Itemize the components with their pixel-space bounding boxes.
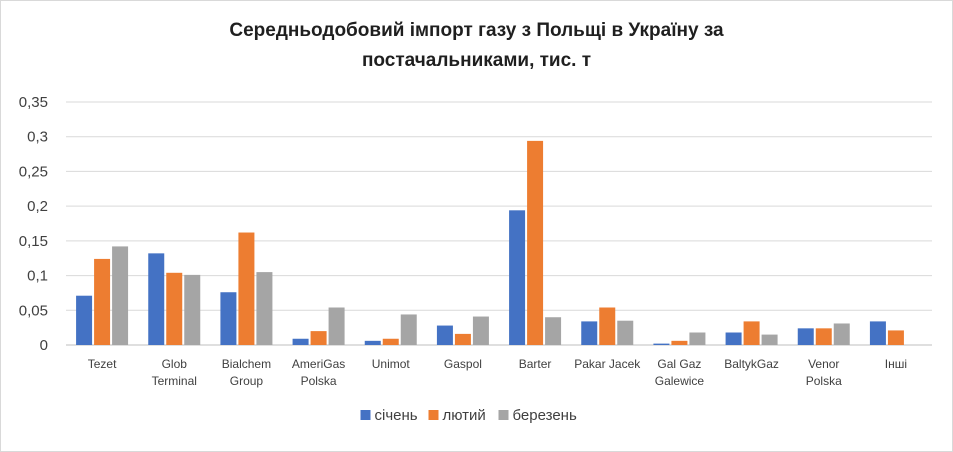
bar [220, 292, 237, 345]
y-tick-label: 0,25 [19, 163, 48, 180]
y-tick-label: 0,35 [19, 94, 48, 111]
bar [292, 338, 309, 345]
x-tick-label: BaltykGaz [724, 357, 779, 371]
legend-swatch [498, 410, 509, 420]
bar [400, 314, 417, 345]
y-tick-label: 0,15 [19, 233, 48, 250]
bar [238, 232, 255, 345]
x-tick-label: Polska [806, 374, 842, 388]
bar [581, 321, 598, 345]
bar [527, 140, 544, 345]
bar [833, 323, 850, 345]
x-tick-label: Unimot [372, 357, 411, 371]
bar [454, 333, 471, 345]
bar [761, 334, 778, 345]
bar [364, 340, 381, 345]
x-tick-label: Інші [885, 357, 907, 371]
x-tick-label: Gal Gaz [657, 357, 701, 371]
bar [509, 210, 526, 345]
bar [310, 331, 327, 345]
x-tick-label: Pakar Jacek [574, 357, 641, 371]
bar [112, 246, 129, 345]
bar [815, 328, 832, 345]
x-tick-label: Glob [162, 357, 188, 371]
x-tick-label: Galewice [655, 374, 705, 388]
x-tick-label: Group [230, 374, 264, 388]
legend-swatch [428, 410, 439, 420]
bar [148, 253, 165, 345]
y-tick-label: 0,2 [27, 198, 48, 215]
bar [653, 343, 670, 345]
bar [166, 272, 183, 345]
bar [797, 328, 814, 345]
bar [689, 332, 706, 345]
legend-swatch [360, 410, 371, 420]
bar [472, 316, 489, 345]
bar [94, 258, 111, 345]
x-tick-label: Venor [808, 357, 839, 371]
legend-label: січень [375, 407, 418, 424]
bar [545, 317, 562, 345]
bar [671, 340, 688, 345]
chart-title-line-2: постачальниками, тис. т [361, 50, 592, 71]
legend-label: лютий [443, 407, 486, 424]
x-tick-label: Bialchem [222, 357, 271, 371]
bar [725, 332, 742, 345]
bar [887, 330, 904, 345]
bar [617, 320, 634, 345]
y-tick-label: 0,1 [27, 268, 48, 285]
x-tick-label: Tezet [88, 357, 117, 371]
bar [436, 325, 453, 345]
legend-label: березень [513, 407, 577, 424]
bar [328, 307, 345, 345]
x-tick-label: Barter [519, 357, 552, 371]
bar [184, 274, 201, 345]
x-tick-label: Polska [301, 374, 337, 388]
bar [256, 272, 273, 345]
chart-title: Середньодобовий імпорт газу з Польщі в У… [0, 16, 953, 76]
y-tick-label: 0,05 [19, 302, 48, 319]
x-tick-label: AmeriGas [292, 357, 345, 371]
y-tick-label: 0,3 [27, 129, 48, 146]
bar [382, 338, 399, 345]
bar [869, 321, 886, 345]
y-tick-label: 0 [40, 337, 48, 354]
chart-title-line-1: Середньодобовий імпорт газу з Польщі в У… [229, 20, 724, 41]
bar [76, 295, 93, 345]
bar [743, 321, 760, 345]
x-tick-label: Gaspol [444, 357, 482, 371]
bar [599, 307, 616, 345]
x-tick-label: Terminal [152, 374, 197, 388]
